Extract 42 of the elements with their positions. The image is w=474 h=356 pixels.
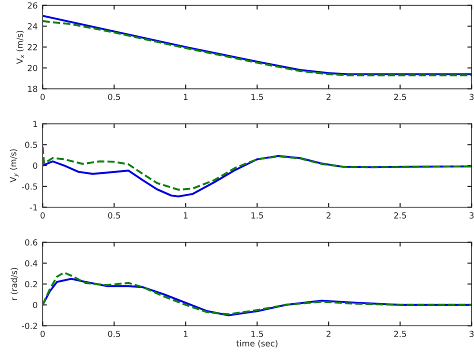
line-series (42, 146, 472, 191)
y-tick-label: 1 (33, 120, 38, 127)
y-tick-label: 0 (33, 302, 38, 308)
x-tick-label: 0.5 (108, 94, 120, 100)
x-tick-label: 1.5 (251, 94, 264, 100)
x-tick-label: 0.5 (108, 330, 120, 338)
x-tick-label: 1.5 (251, 212, 264, 219)
line-series (42, 272, 472, 316)
y-tick-label: 22 (28, 44, 37, 50)
y-tick-label: -0.2 (22, 322, 37, 330)
y-tick-label: -0.5 (22, 183, 38, 190)
y-tick-label: 0.5 (25, 142, 38, 148)
x-tick-label: 2.5 (394, 330, 406, 338)
x-tick-label: 1 (184, 212, 188, 218)
y-tick-label: 18 (28, 86, 38, 92)
y-tick-label: 0 (33, 162, 38, 169)
y-tick-label: 24 (28, 23, 38, 30)
x-tick-label: 2 (326, 212, 330, 218)
x-tick-label: 2 (326, 330, 330, 337)
y-axis-title: V$_{x}$ (m/s) (16, 30, 24, 64)
x-tick-label: 1 (184, 94, 188, 100)
x-tick-label: 0 (40, 330, 45, 338)
x-tick-label: 3 (470, 94, 474, 100)
x-axis-title: time (sec) (236, 340, 278, 348)
y-tick-label: -1 (30, 204, 38, 210)
y-tick-label: 0.6 (25, 239, 38, 246)
y-tick-label: 0.2 (25, 281, 37, 288)
y-axis-title: V$_{y}$ (m/s) (10, 149, 19, 182)
x-tick-label: 3 (470, 212, 474, 219)
x-tick-label: 0.5 (108, 212, 120, 219)
y-axis-title: r (rad/s) (10, 268, 18, 300)
x-tick-label: 2.5 (394, 212, 406, 219)
x-tick-label: 1.5 (251, 330, 264, 338)
y-tick-label: 20 (28, 64, 38, 72)
x-tick-label: 0 (40, 94, 45, 100)
x-tick-label: 3 (470, 330, 474, 338)
x-tick-label: 1 (184, 330, 188, 337)
x-tick-label: 0 (40, 212, 45, 219)
y-tick-label: 0.4 (25, 260, 38, 266)
y-tick-label: 26 (28, 2, 38, 9)
x-tick-label: 2.5 (394, 94, 406, 100)
x-tick-label: 2 (326, 94, 330, 100)
